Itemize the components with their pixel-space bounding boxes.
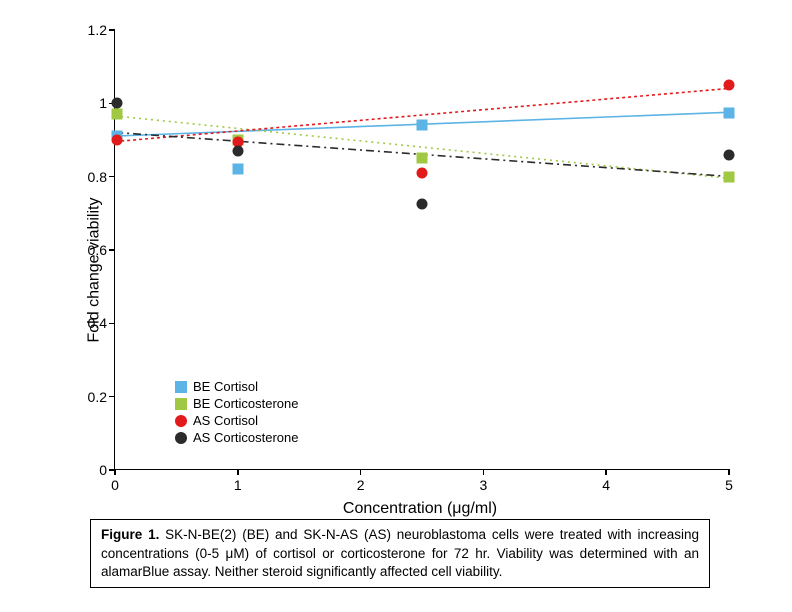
x-tick-label: 2: [357, 477, 365, 493]
x-tick-label: 4: [602, 477, 610, 493]
legend-row: AS Cortisol: [175, 413, 299, 428]
legend-row: BE Corticosterone: [175, 396, 299, 411]
circle-marker: [232, 146, 243, 157]
legend-square-icon: [175, 381, 187, 393]
chart-container: Fold change viability BE CortisolBE Cort…: [60, 30, 740, 510]
x-tick-label: 0: [111, 477, 119, 493]
square-marker: [417, 120, 428, 131]
x-tick-label: 5: [725, 477, 733, 493]
circle-marker: [724, 149, 735, 160]
y-tick-label: 0.2: [88, 389, 107, 405]
square-marker: [112, 109, 123, 120]
legend-label: AS Cortisol: [193, 413, 258, 428]
x-tick-mark: [360, 469, 362, 475]
y-tick-label: 0.4: [88, 315, 107, 331]
square-marker: [724, 171, 735, 182]
y-tick-mark: [109, 249, 115, 251]
y-tick-mark: [109, 396, 115, 398]
x-tick-mark: [237, 469, 239, 475]
legend-label: AS Corticosterone: [193, 430, 299, 445]
y-tick-label: 1.2: [88, 22, 107, 38]
legend-row: AS Corticosterone: [175, 430, 299, 445]
x-tick-mark: [114, 469, 116, 475]
circle-marker: [112, 135, 123, 146]
legend-label: BE Corticosterone: [193, 396, 299, 411]
legend-circle-icon: [175, 432, 187, 444]
circle-marker: [417, 199, 428, 210]
x-tick-mark: [728, 469, 730, 475]
x-tick-mark: [483, 469, 485, 475]
plot-area: BE Cortisol BE Corticosterone AS Cortisol A…: [114, 30, 728, 470]
y-tick-label: 0.6: [88, 242, 107, 258]
legend-row: BE Cortisol: [175, 379, 299, 394]
square-marker: [724, 107, 735, 118]
y-tick-mark: [109, 323, 115, 325]
x-tick-label: 3: [479, 477, 487, 493]
y-tick-mark: [109, 29, 115, 31]
y-tick-mark: [109, 176, 115, 178]
x-tick-mark: [605, 469, 607, 475]
circle-marker: [417, 168, 428, 179]
y-tick-label: 0: [99, 462, 107, 478]
trend-line: [115, 89, 728, 142]
caption-text: SK-N-BE(2) (BE) and SK-N-AS (AS) neurobl…: [101, 527, 699, 578]
legend-square-icon: [175, 398, 187, 410]
circle-marker: [112, 98, 123, 109]
legend: BE Cortisol BE Corticosterone AS Cortisol A…: [175, 377, 299, 447]
y-tick-label: 0.8: [88, 169, 107, 185]
legend-label: BE Cortisol: [193, 379, 258, 394]
x-tick-label: 1: [234, 477, 242, 493]
circle-marker: [724, 80, 735, 91]
square-marker: [417, 153, 428, 164]
x-axis-label: Concentration (μg/ml): [343, 500, 497, 518]
figure-caption: Figure 1. SK-N-BE(2) (BE) and SK-N-AS (A…: [90, 519, 710, 588]
y-tick-label: 1: [99, 95, 107, 111]
caption-bold: Figure 1.: [101, 527, 159, 542]
square-marker: [232, 164, 243, 175]
legend-circle-icon: [175, 415, 187, 427]
